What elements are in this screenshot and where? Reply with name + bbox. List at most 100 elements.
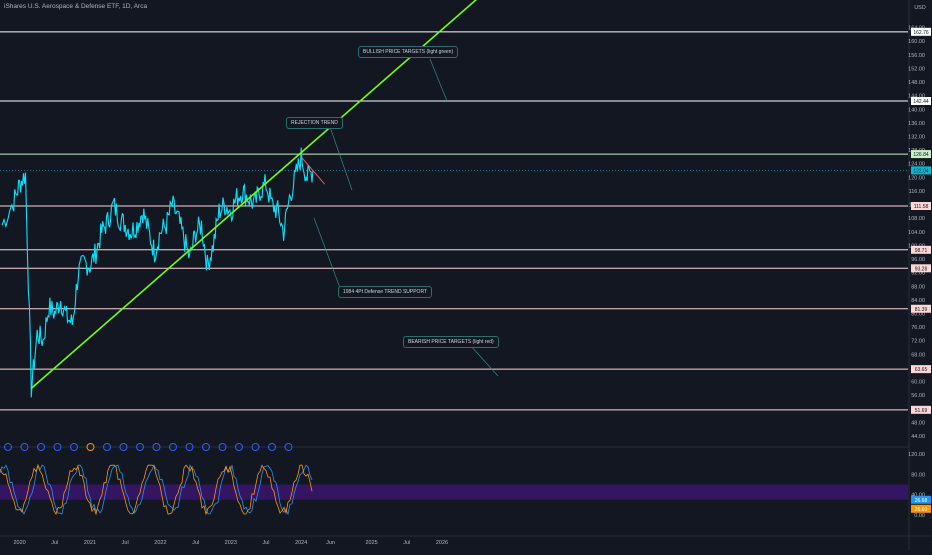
oscillator-readout-label: 26.60 bbox=[915, 507, 928, 513]
y-tick-label: 96.00 bbox=[911, 257, 925, 263]
price-target-tag bbox=[911, 27, 931, 36]
event-marker-icon bbox=[284, 443, 293, 451]
price-target-label: 126.84 bbox=[913, 152, 929, 158]
price-target-tag bbox=[911, 264, 931, 273]
x-tick-label: 2025 bbox=[365, 540, 377, 546]
event-marker-icon bbox=[103, 443, 111, 451]
price-series-line bbox=[1, 147, 314, 398]
event-marker-icon bbox=[185, 443, 194, 451]
x-tick-label: Jun bbox=[326, 540, 335, 546]
rejection-trend-note[interactable]: REJECTION TREND bbox=[286, 117, 343, 129]
price-target-tag bbox=[911, 96, 931, 105]
oscillator-band bbox=[0, 484, 908, 500]
y-tick-label: 80.00 bbox=[911, 311, 925, 317]
x-tick-label: Jul bbox=[192, 540, 199, 546]
y-tick-label: 68.00 bbox=[911, 352, 925, 358]
price-target-tag bbox=[911, 150, 931, 159]
event-marker-icon bbox=[152, 443, 161, 451]
y-tick-label: 160.00 bbox=[908, 39, 925, 45]
price-target-label: 63.65 bbox=[915, 367, 928, 373]
y-tick-label: 76.00 bbox=[911, 325, 925, 331]
rejection-trendline bbox=[300, 156, 326, 185]
price-target-tag bbox=[911, 365, 931, 374]
y-tick-label: 88.00 bbox=[911, 284, 925, 290]
price-target-tag bbox=[911, 405, 931, 414]
event-marker-icon bbox=[53, 443, 62, 451]
price-target-label: 111.58 bbox=[914, 204, 929, 210]
oscillator-tick-label: 40.00 bbox=[911, 493, 925, 499]
y-tick-label: 60.00 bbox=[911, 380, 925, 386]
event-marker-icon bbox=[218, 443, 227, 451]
x-tick-label: 2020 bbox=[13, 540, 25, 546]
x-tick-label: Jul bbox=[262, 540, 269, 546]
price-target-label: 162.76 bbox=[913, 30, 929, 36]
event-marker-icon bbox=[37, 443, 45, 451]
y-tick-label: 48.00 bbox=[911, 420, 925, 426]
support-trend-note[interactable]: 1984 4Pt Defense TREND SUPPORT bbox=[338, 286, 433, 298]
price-target-label: 98.71 bbox=[915, 248, 928, 254]
x-tick-label: Jul bbox=[122, 540, 129, 546]
event-marker-icon bbox=[169, 443, 177, 451]
bullish-note-pointer bbox=[429, 58, 448, 102]
y-tick-label: 72.00 bbox=[911, 339, 925, 345]
event-marker-icon bbox=[4, 443, 12, 451]
oscillator-tick-label: 0.00 bbox=[914, 513, 925, 519]
x-tick-label: 2022 bbox=[154, 540, 166, 546]
event-marker-icon bbox=[136, 443, 144, 451]
event-marker-icon bbox=[119, 443, 128, 451]
price-target-label: 51.69 bbox=[915, 408, 928, 414]
y-tick-label: 116.00 bbox=[909, 189, 925, 195]
y-tick-label: 84.00 bbox=[911, 298, 925, 304]
x-tick-label: Jul bbox=[51, 540, 58, 546]
y-tick-label: 92.00 bbox=[911, 271, 925, 277]
event-marker-icon bbox=[235, 443, 243, 451]
current-price-label: 122.04 bbox=[913, 168, 929, 174]
x-tick-label: 2024 bbox=[295, 540, 307, 546]
x-tick-label: 2021 bbox=[84, 540, 96, 546]
price-target-label: 81.39 bbox=[915, 307, 928, 313]
y-tick-label: 132.00 bbox=[908, 135, 925, 141]
y-tick-label: 56.00 bbox=[911, 393, 925, 399]
y-tick-label: 44.00 bbox=[911, 434, 925, 440]
bearish-note-pointer bbox=[469, 344, 499, 377]
event-marker-icon bbox=[268, 443, 276, 451]
bearish-targets-note[interactable]: BEARISH PRICE TARGETS (light red) bbox=[403, 336, 499, 348]
y-tick-label: 136.00 bbox=[908, 121, 925, 127]
price-target-label: 142.44 bbox=[913, 99, 929, 105]
y-tick-label: 124.00 bbox=[908, 162, 925, 168]
x-tick-label: 2023 bbox=[225, 540, 237, 546]
y-tick-label: 152.00 bbox=[908, 66, 925, 72]
event-marker-icon bbox=[70, 443, 78, 451]
x-tick-label: Jul bbox=[403, 540, 410, 546]
price-target-tag bbox=[911, 202, 931, 211]
oscillator-readout-tag bbox=[911, 495, 931, 504]
chart-title: iShares U.S. Aerospace & Defense ETF, 1D… bbox=[4, 3, 148, 10]
event-marker-icon bbox=[86, 443, 95, 451]
oscillator-k-line bbox=[0, 463, 313, 516]
event-marker-icon bbox=[20, 443, 29, 451]
y-tick-label: 156.00 bbox=[908, 53, 925, 59]
y-tick-label: 144.00 bbox=[908, 94, 925, 100]
price-target-tag bbox=[911, 304, 931, 313]
currency-label: USD bbox=[914, 5, 926, 11]
support-note-pointer bbox=[313, 217, 341, 289]
y-tick-label: 104.00 bbox=[908, 230, 925, 236]
x-tick-label: 2026 bbox=[436, 540, 448, 546]
oscillator-readout-label: 26.68 bbox=[915, 498, 928, 504]
y-tick-label: 120.00 bbox=[908, 175, 925, 181]
oscillator-d-line bbox=[0, 463, 313, 516]
rejection-note-pointer bbox=[329, 126, 353, 191]
bullish-targets-note[interactable]: BULLISH PRICE TARGETS (light green) bbox=[358, 46, 459, 58]
price-target-tag bbox=[911, 245, 931, 254]
event-marker-icon bbox=[251, 443, 260, 451]
y-tick-label: 108.00 bbox=[908, 216, 925, 222]
oscillator-tick-label: 80.00 bbox=[911, 472, 925, 478]
price-target-label: 93.28 bbox=[915, 266, 928, 272]
oscillator-readout-tag bbox=[911, 504, 931, 513]
oscillator-tick-label: 120.00 bbox=[908, 452, 925, 458]
event-marker-icon bbox=[202, 443, 210, 451]
current-price-tag bbox=[911, 166, 931, 175]
